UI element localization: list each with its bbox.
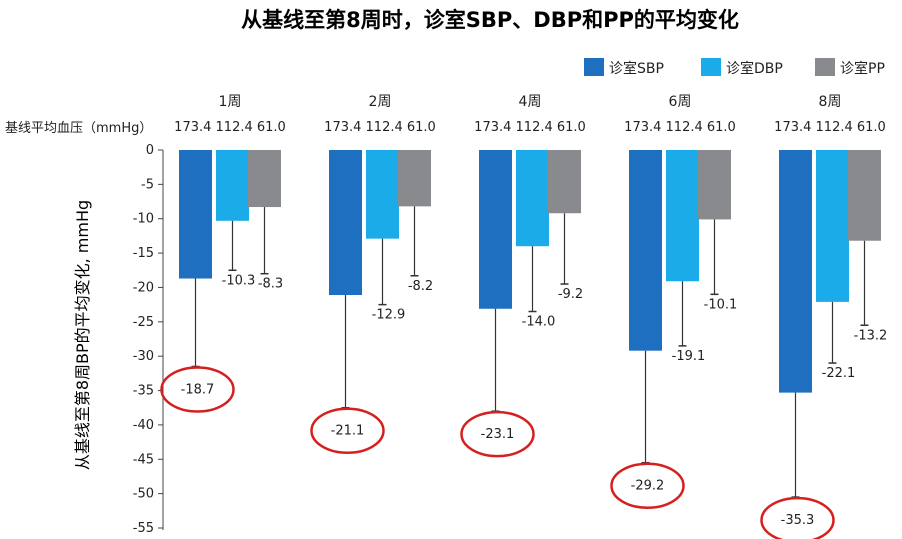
data-label: -19.1 xyxy=(672,349,706,364)
highlight-circle xyxy=(160,366,235,413)
bar xyxy=(329,150,362,296)
data-label: -10.1 xyxy=(704,297,738,312)
data-label: -22.1 xyxy=(822,366,856,381)
period-label: 4周 xyxy=(519,94,542,110)
legend-swatch xyxy=(584,58,604,76)
bar xyxy=(548,150,581,214)
data-label: -14.0 xyxy=(522,315,556,330)
y-tick-label: -30 xyxy=(133,349,154,364)
y-tick-label: -45 xyxy=(133,452,154,467)
y-tick-label: -50 xyxy=(133,487,154,502)
data-label: -8.2 xyxy=(408,279,433,294)
legend: 诊室SBP 诊室DBP 诊室PP xyxy=(584,58,885,77)
legend-label: 诊室PP xyxy=(840,60,885,77)
bar xyxy=(479,150,512,309)
bar xyxy=(666,150,699,282)
baseline-values: 173.4 112.4 61.0 xyxy=(324,120,436,135)
bar xyxy=(516,150,549,247)
y-tick-label: -55 xyxy=(133,521,154,536)
highlight-circle xyxy=(610,462,685,509)
y-tick-label: -10 xyxy=(133,212,154,227)
bar xyxy=(366,150,399,239)
baseline-values: 173.4 112.4 61.0 xyxy=(774,120,886,135)
chart-title: 从基线至第8周时，诊室SBP、DBP和PP的平均变化 xyxy=(241,8,739,32)
data-label: -18.7 xyxy=(181,382,215,397)
legend-label: 诊室DBP xyxy=(726,60,783,77)
bar xyxy=(248,150,281,208)
bars-group: 1周 173.4 112.4 61.0 2周 173.4 112.4 61.0 4周 17… xyxy=(160,94,888,539)
highlight-circle xyxy=(310,407,385,454)
bar xyxy=(816,150,849,302)
bar xyxy=(779,150,812,393)
bar xyxy=(698,150,731,220)
baseline-values: 173.4 112.4 61.0 xyxy=(174,120,286,135)
bar xyxy=(848,150,881,241)
period-label: 2周 xyxy=(369,94,392,110)
data-label: -9.2 xyxy=(558,287,583,302)
data-label: -29.2 xyxy=(631,479,665,494)
highlight-circle xyxy=(460,410,535,458)
y-axis-label: 从基线至第8周BP的平均变化, mmHg xyxy=(73,200,92,470)
legend-label: 诊室SBP xyxy=(609,60,664,77)
data-label: -35.3 xyxy=(781,513,815,528)
period-label: 1周 xyxy=(219,94,242,110)
baseline-label: 基线平均血压（mmHg） xyxy=(5,121,152,136)
legend-swatch xyxy=(701,58,721,76)
bar xyxy=(216,150,249,221)
y-tick-label: 0 xyxy=(146,143,154,158)
y-tick-label: -35 xyxy=(133,384,154,399)
period-label: 8周 xyxy=(819,94,842,110)
baseline-values: 173.4 112.4 61.0 xyxy=(474,120,586,135)
bar xyxy=(398,150,431,207)
data-label: -8.3 xyxy=(258,277,283,292)
baseline-values: 173.4 112.4 61.0 xyxy=(624,120,736,135)
bar xyxy=(179,150,212,279)
y-tick-label: -40 xyxy=(133,418,154,433)
bar xyxy=(629,150,662,351)
y-tick-label: -5 xyxy=(141,177,154,192)
y-tick-label: -25 xyxy=(133,315,154,330)
data-label: -13.2 xyxy=(854,328,888,343)
period-label: 6周 xyxy=(669,94,692,110)
legend-swatch xyxy=(815,58,835,76)
data-label: -10.3 xyxy=(222,273,256,288)
highlight-circle xyxy=(760,496,835,539)
data-label: -12.9 xyxy=(372,308,406,323)
y-axis: 0 -5 -10 -15 -20 -25 -30 -35 -40 -45 -50 -55 xyxy=(133,143,164,536)
y-tick-label: -15 xyxy=(133,246,154,261)
data-label: -23.1 xyxy=(481,427,515,442)
data-label: -21.1 xyxy=(331,424,365,439)
y-tick-label: -20 xyxy=(133,280,154,295)
